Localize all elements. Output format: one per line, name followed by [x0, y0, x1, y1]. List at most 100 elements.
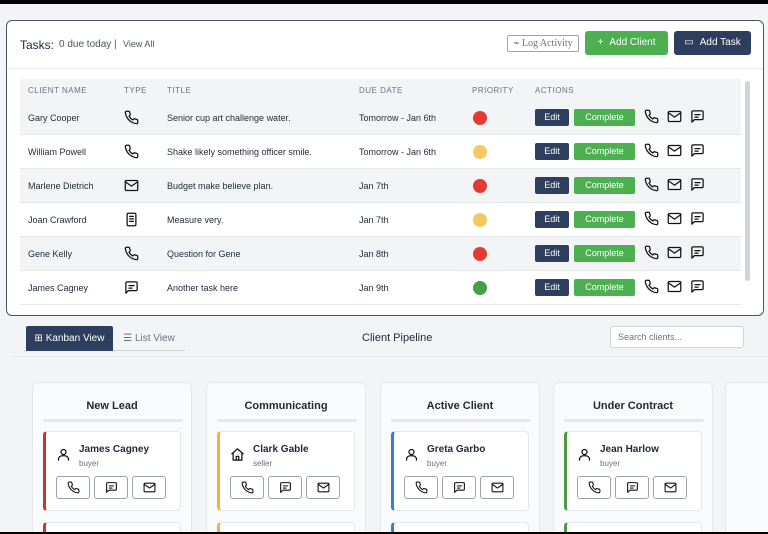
call-button[interactable] — [577, 476, 611, 499]
phone-icon[interactable] — [644, 245, 659, 260]
complete-button[interactable]: Complete — [574, 109, 635, 126]
kanban-icon: ⊞ — [34, 333, 46, 344]
chat-icon[interactable] — [690, 177, 705, 192]
chat-icon[interactable] — [690, 245, 705, 260]
complete-button[interactable]: Complete — [574, 245, 635, 262]
crm-dashboard: Tasks: 0 due today | View All ⌁ Log Acti… — [0, 4, 768, 532]
col-due-date: DUE DATE — [359, 86, 403, 95]
phone-icon[interactable] — [644, 211, 659, 226]
table-scrollbar[interactable] — [745, 81, 750, 281]
person-icon — [404, 447, 419, 462]
client-card-name: Greta Garbo — [427, 444, 486, 455]
complete-button[interactable]: Complete — [574, 143, 635, 160]
add-client-button[interactable]: + Add Client — [585, 31, 668, 55]
chat-icon[interactable] — [690, 211, 705, 226]
document-icon — [124, 212, 139, 227]
phone-icon[interactable] — [644, 109, 659, 124]
email-button[interactable] — [132, 476, 166, 499]
list-icon: ☰ — [123, 333, 135, 344]
client-name: James Cagney — [28, 283, 89, 293]
column-bar — [217, 419, 357, 422]
client-name: Gene Kelly — [28, 249, 73, 259]
mail-icon[interactable] — [667, 143, 682, 158]
complete-button[interactable]: Complete — [574, 279, 635, 296]
phone-icon — [124, 246, 139, 261]
due-date: Jan 8th — [359, 249, 389, 259]
client-card-role: buyer — [427, 459, 448, 468]
email-button[interactable] — [306, 476, 340, 499]
mail-icon[interactable] — [667, 279, 682, 294]
email-button[interactable] — [480, 476, 514, 499]
person-icon — [577, 447, 592, 462]
table-row: Marlene Dietrich Budget make believe pla… — [20, 169, 741, 203]
mail-icon — [124, 178, 139, 193]
col-title: TITLE — [167, 86, 192, 95]
tab-list-view[interactable]: ☰ List View — [113, 326, 185, 351]
search-clients-input[interactable] — [610, 326, 744, 348]
call-button[interactable] — [230, 476, 264, 499]
client-name: William Powell — [28, 147, 87, 157]
chat-icon[interactable] — [690, 143, 705, 158]
mail-icon[interactable] — [667, 109, 682, 124]
chat-icon[interactable] — [690, 279, 705, 294]
due-date: Jan 9th — [359, 283, 389, 293]
table-row: James Cagney Another task here Jan 9th E… — [20, 271, 741, 305]
client-card-role: buyer — [600, 459, 621, 468]
phone-icon — [124, 110, 139, 125]
due-date: Jan 7th — [359, 181, 389, 191]
due-date: Tomorrow - Jan 6th — [359, 147, 437, 157]
col-actions: ACTIONS — [535, 86, 575, 95]
edit-button[interactable]: Edit — [535, 177, 569, 194]
message-button[interactable] — [615, 476, 649, 499]
chat-icon[interactable] — [690, 109, 705, 124]
client-card[interactable]: Clark Gable seller — [217, 431, 355, 511]
add-task-button[interactable]: ▭ Add Task — [674, 31, 751, 55]
task-title: Senior cup art challenge water. — [167, 113, 291, 123]
edit-button[interactable]: Edit — [535, 109, 569, 126]
pipeline-title: Client Pipeline — [362, 332, 433, 344]
client-card-name: Clark Gable — [253, 444, 309, 455]
tab-kanban-view[interactable]: ⊞ Kanban View — [26, 326, 113, 351]
client-card-role: seller — [253, 459, 273, 468]
message-button[interactable] — [268, 476, 302, 499]
client-card[interactable] — [564, 522, 702, 532]
plus-icon: + — [597, 37, 604, 48]
message-button[interactable] — [94, 476, 128, 499]
priority-dot — [473, 247, 487, 261]
complete-button[interactable]: Complete — [574, 177, 635, 194]
email-button[interactable] — [653, 476, 687, 499]
mail-icon[interactable] — [667, 245, 682, 260]
edit-button[interactable]: Edit — [535, 245, 569, 262]
view-all-link[interactable]: View All — [123, 39, 155, 49]
complete-button[interactable]: Complete — [574, 211, 635, 228]
message-button[interactable] — [442, 476, 476, 499]
mail-icon[interactable] — [667, 211, 682, 226]
log-activity-button[interactable]: ⌁ Log Activity — [507, 35, 579, 52]
client-card[interactable]: Jean Harlow buyer — [564, 431, 702, 511]
call-button[interactable] — [56, 476, 90, 499]
edit-button[interactable]: Edit — [535, 279, 569, 296]
mail-icon[interactable] — [667, 177, 682, 192]
client-card[interactable] — [391, 522, 529, 532]
table-row: Gary Cooper Senior cup art challenge wat… — [20, 101, 741, 135]
task-title: Another task here — [167, 283, 239, 293]
client-card[interactable]: Greta Garbo buyer — [391, 431, 529, 511]
edit-button[interactable]: Edit — [535, 143, 569, 160]
phone-icon[interactable] — [644, 177, 659, 192]
client-card[interactable] — [43, 522, 181, 532]
client-card[interactable]: James Cagney buyer — [43, 431, 181, 511]
priority-dot — [473, 145, 487, 159]
client-card-name: James Cagney — [79, 444, 150, 455]
phone-icon[interactable] — [644, 143, 659, 158]
priority-dot — [473, 179, 487, 193]
table-header: CLIENT NAME TYPE TITLE DUE DATE PRIORITY… — [20, 79, 741, 101]
tasks-due-count: 0 due today | — [59, 39, 117, 50]
call-button[interactable] — [404, 476, 438, 499]
kanban-column: New Lead James Cagney buyer — [32, 382, 192, 532]
edit-button[interactable]: Edit — [535, 211, 569, 228]
kanban-column: Active Client Greta Garbo buyer — [380, 382, 540, 532]
table-body: Gary Cooper Senior cup art challenge wat… — [20, 101, 741, 305]
column-title: New Lead — [86, 400, 138, 412]
client-card[interactable] — [217, 522, 355, 532]
phone-icon[interactable] — [644, 279, 659, 294]
